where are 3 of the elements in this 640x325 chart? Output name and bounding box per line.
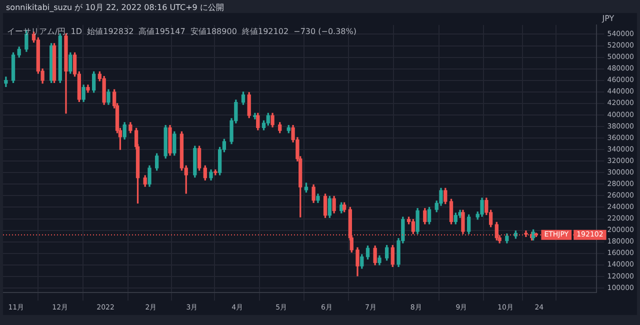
y-axis-title: JPY: [601, 14, 614, 24]
text: sonnikitabi_suzu が 10月 22, 2022 08:16 UTC+9 に公開: [6, 3, 224, 12]
chart-title: イーサリアム/円, 1D 始値192832 高値195147 安値188900 終値192102 −730 (−0.38%): [7, 27, 356, 36]
